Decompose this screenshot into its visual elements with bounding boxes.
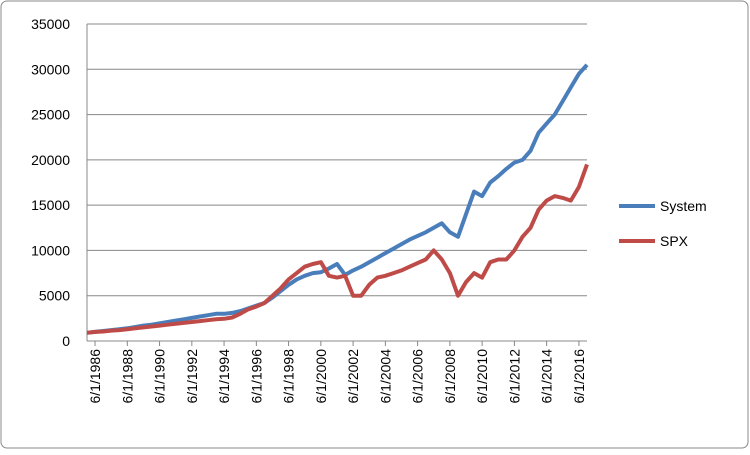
x-tick-label: 6/1/2006 xyxy=(410,349,426,404)
y-tick-label: 15000 xyxy=(31,197,70,213)
x-tick-label: 6/1/2000 xyxy=(313,349,329,404)
series-line xyxy=(86,163,589,335)
x-tick-label: 6/1/1988 xyxy=(119,349,135,404)
y-tick-label: 0 xyxy=(62,333,70,349)
y-tick-label: 35000 xyxy=(31,16,70,32)
series-line xyxy=(86,63,589,335)
x-tick-label: 6/1/2004 xyxy=(377,349,393,404)
y-tick-label: 10000 xyxy=(31,242,70,258)
x-tick-label: 6/1/1990 xyxy=(152,349,168,404)
x-tick-label: 6/1/2002 xyxy=(345,349,361,404)
x-tick-label: 6/1/1992 xyxy=(184,349,200,404)
y-tick-label: 25000 xyxy=(31,107,70,123)
y-tick-label: 5000 xyxy=(39,288,70,304)
x-tick-label: 6/1/2016 xyxy=(571,349,587,404)
legend-label: SPX xyxy=(660,233,689,249)
x-tick-label: 6/1/1996 xyxy=(248,349,264,404)
x-tick-label: 6/1/2012 xyxy=(506,349,522,404)
x-tick-label: 6/1/2008 xyxy=(442,349,458,404)
y-tick-label: 20000 xyxy=(31,152,70,168)
x-tick-label: 6/1/2010 xyxy=(474,349,490,404)
x-tick-label: 6/1/1986 xyxy=(87,349,103,404)
x-tick-label: 6/1/2014 xyxy=(539,349,555,404)
x-tick-label: 6/1/1994 xyxy=(216,349,232,404)
y-tick-label: 30000 xyxy=(31,61,70,77)
x-tick-label: 6/1/1998 xyxy=(281,349,297,404)
legend-label: System xyxy=(660,198,707,214)
